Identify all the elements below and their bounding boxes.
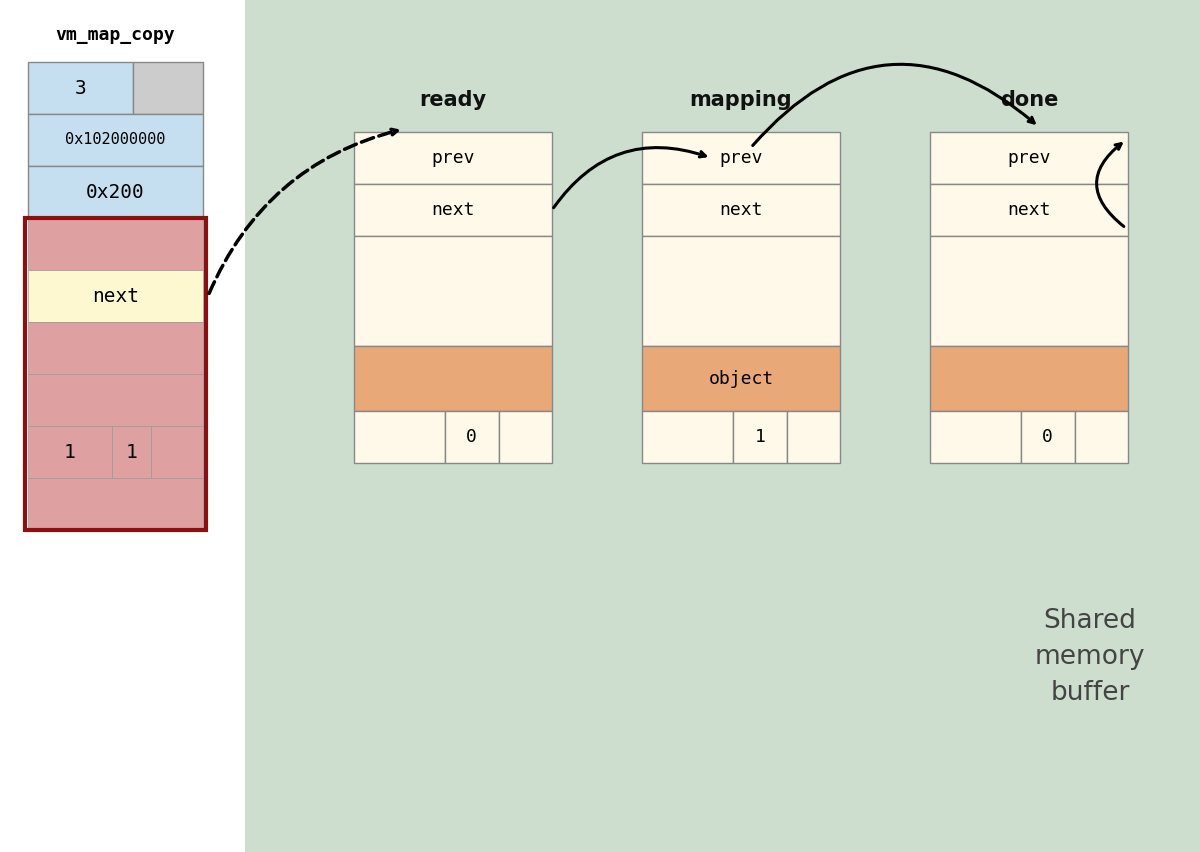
Bar <box>498 411 552 463</box>
Text: 1: 1 <box>64 442 76 462</box>
Bar <box>1021 411 1074 463</box>
Text: 0: 0 <box>467 428 478 446</box>
Text: next: next <box>719 201 763 219</box>
Bar <box>150 426 203 478</box>
Bar <box>642 236 840 346</box>
Text: 0x200: 0x200 <box>86 182 145 202</box>
Text: 3: 3 <box>74 78 86 97</box>
Bar <box>28 374 203 426</box>
Text: ready: ready <box>420 90 486 110</box>
Bar <box>28 166 203 218</box>
Bar <box>642 411 733 463</box>
Text: prev: prev <box>431 149 475 167</box>
Text: 0x102000000: 0x102000000 <box>65 133 166 147</box>
Text: 1: 1 <box>125 442 137 462</box>
Bar <box>354 184 552 236</box>
Bar <box>28 114 203 166</box>
Bar <box>930 132 1128 184</box>
Bar <box>642 184 840 236</box>
Bar <box>133 62 203 114</box>
Bar <box>930 411 1021 463</box>
Text: Shared
memory
buffer: Shared memory buffer <box>1034 608 1145 706</box>
Bar <box>1074 411 1128 463</box>
Bar <box>930 184 1128 236</box>
Bar <box>25 218 206 530</box>
Text: vm_map_copy: vm_map_copy <box>55 26 175 44</box>
Bar <box>354 346 552 411</box>
Bar <box>354 411 445 463</box>
Text: prev: prev <box>719 149 763 167</box>
Bar <box>642 132 840 184</box>
Bar <box>112 426 150 478</box>
Text: mapping: mapping <box>690 90 792 110</box>
Bar <box>28 270 203 322</box>
Bar <box>354 132 552 184</box>
Bar <box>733 411 786 463</box>
Text: next: next <box>92 286 139 306</box>
Text: next: next <box>431 201 475 219</box>
Text: prev: prev <box>1007 149 1051 167</box>
Bar <box>930 346 1128 411</box>
Bar <box>642 346 840 411</box>
Text: 1: 1 <box>755 428 766 446</box>
Text: next: next <box>1007 201 1051 219</box>
Text: done: done <box>1000 90 1058 110</box>
Bar <box>28 426 112 478</box>
Bar <box>28 478 203 530</box>
Bar <box>28 322 203 374</box>
Bar <box>354 236 552 346</box>
Bar <box>28 62 133 114</box>
Bar <box>930 236 1128 346</box>
Bar <box>28 218 203 270</box>
Bar <box>245 0 1200 852</box>
Bar <box>445 411 498 463</box>
Text: object: object <box>708 370 774 388</box>
Bar <box>786 411 840 463</box>
Text: 0: 0 <box>1043 428 1054 446</box>
